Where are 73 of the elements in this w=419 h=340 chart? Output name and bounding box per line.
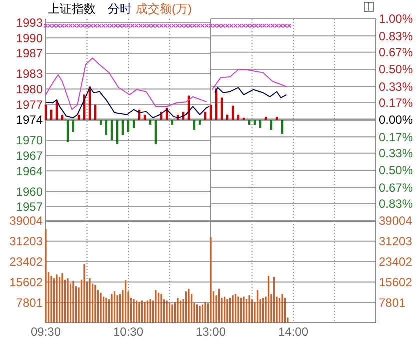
x-tick-label: 09:30 bbox=[30, 325, 62, 339]
y2-tick-label: 31203 bbox=[379, 234, 413, 249]
bar bbox=[210, 104, 212, 120]
y2-tick-label: 0.50% bbox=[379, 164, 414, 178]
bar bbox=[116, 120, 119, 144]
y-tick-label: 1977 bbox=[16, 98, 44, 112]
text: 成交额(万) bbox=[136, 2, 192, 16]
bar bbox=[44, 104, 48, 120]
y-tick-label: 39004 bbox=[10, 214, 44, 228]
y-tick-label: 1967 bbox=[16, 149, 44, 164]
bar bbox=[61, 114, 64, 120]
bar bbox=[154, 120, 158, 144]
y-tick-label: 1960 bbox=[16, 184, 44, 199]
y2-tick-label: 39004 bbox=[379, 214, 413, 228]
x-tick-label: 14:00 bbox=[278, 325, 309, 339]
y-tick-label: 1983 bbox=[16, 67, 44, 82]
y2-tick-label: 0.17% bbox=[379, 96, 414, 110]
y-tick-label: 7801 bbox=[16, 296, 44, 310]
bar bbox=[171, 120, 174, 126]
y2-tick-label: 0.50% bbox=[379, 62, 414, 77]
y2-tick-label: 0.33% bbox=[379, 80, 414, 94]
y-tick-label: 1970 bbox=[16, 134, 44, 148]
y-tick-label: 1987 bbox=[16, 46, 44, 61]
bar bbox=[259, 120, 262, 128]
bar bbox=[78, 114, 80, 120]
bar bbox=[132, 120, 136, 128]
y2-tick-label: 0.67% bbox=[379, 46, 414, 60]
bar bbox=[248, 120, 251, 126]
bar bbox=[72, 120, 75, 132]
x-tick-label: 10:30 bbox=[113, 325, 144, 339]
bar bbox=[198, 120, 202, 126]
y2-tick-label: 0.33% bbox=[379, 146, 414, 161]
y2-tick-label: 0.83% bbox=[379, 29, 414, 44]
bar bbox=[100, 120, 102, 126]
y2-tick-label: 0.00% bbox=[379, 113, 414, 128]
line-series bbox=[46, 58, 208, 110]
bar bbox=[220, 98, 224, 120]
bar bbox=[254, 120, 256, 126]
bar bbox=[281, 120, 284, 134]
y-tick-label: 1974 bbox=[16, 113, 44, 128]
y-tick-label: 1957 bbox=[16, 200, 44, 214]
bar bbox=[105, 120, 108, 136]
bar bbox=[66, 120, 70, 142]
bar bbox=[232, 106, 234, 120]
text: 分时 bbox=[108, 2, 132, 16]
bar bbox=[270, 120, 273, 130]
y2-tick-label: 0.17% bbox=[379, 130, 414, 144]
bar bbox=[144, 114, 146, 120]
y-tick-label: 1980 bbox=[16, 82, 44, 96]
y2-tick-label: 0.67% bbox=[379, 180, 414, 195]
bar bbox=[226, 114, 229, 120]
y-tick-label: 1990 bbox=[16, 31, 44, 46]
y2-tick-label: 0.83% bbox=[379, 197, 414, 212]
bar bbox=[193, 120, 196, 130]
bar bbox=[110, 120, 114, 140]
y-tick-label: 1993 bbox=[16, 16, 44, 30]
y-tick-label: 31203 bbox=[10, 234, 44, 249]
bar bbox=[122, 120, 124, 136]
y2-tick-label: 23402 bbox=[379, 255, 413, 269]
x-tick-label: 13:00 bbox=[196, 325, 226, 339]
bar bbox=[50, 110, 53, 120]
y-tick-label: 23402 bbox=[10, 255, 44, 269]
bar bbox=[237, 114, 240, 120]
y2-tick-label: 15602 bbox=[379, 275, 413, 290]
y2-tick-label: 7801 bbox=[379, 296, 406, 310]
y2-tick-label: 1.00% bbox=[379, 12, 414, 26]
bar bbox=[127, 120, 130, 132]
bar bbox=[204, 112, 207, 120]
chart-title: 上证指数 bbox=[48, 2, 96, 16]
bar bbox=[149, 120, 152, 126]
y-tick-label: 15602 bbox=[10, 275, 44, 290]
bar bbox=[94, 104, 97, 120]
y-tick-label: 1964 bbox=[16, 164, 44, 178]
